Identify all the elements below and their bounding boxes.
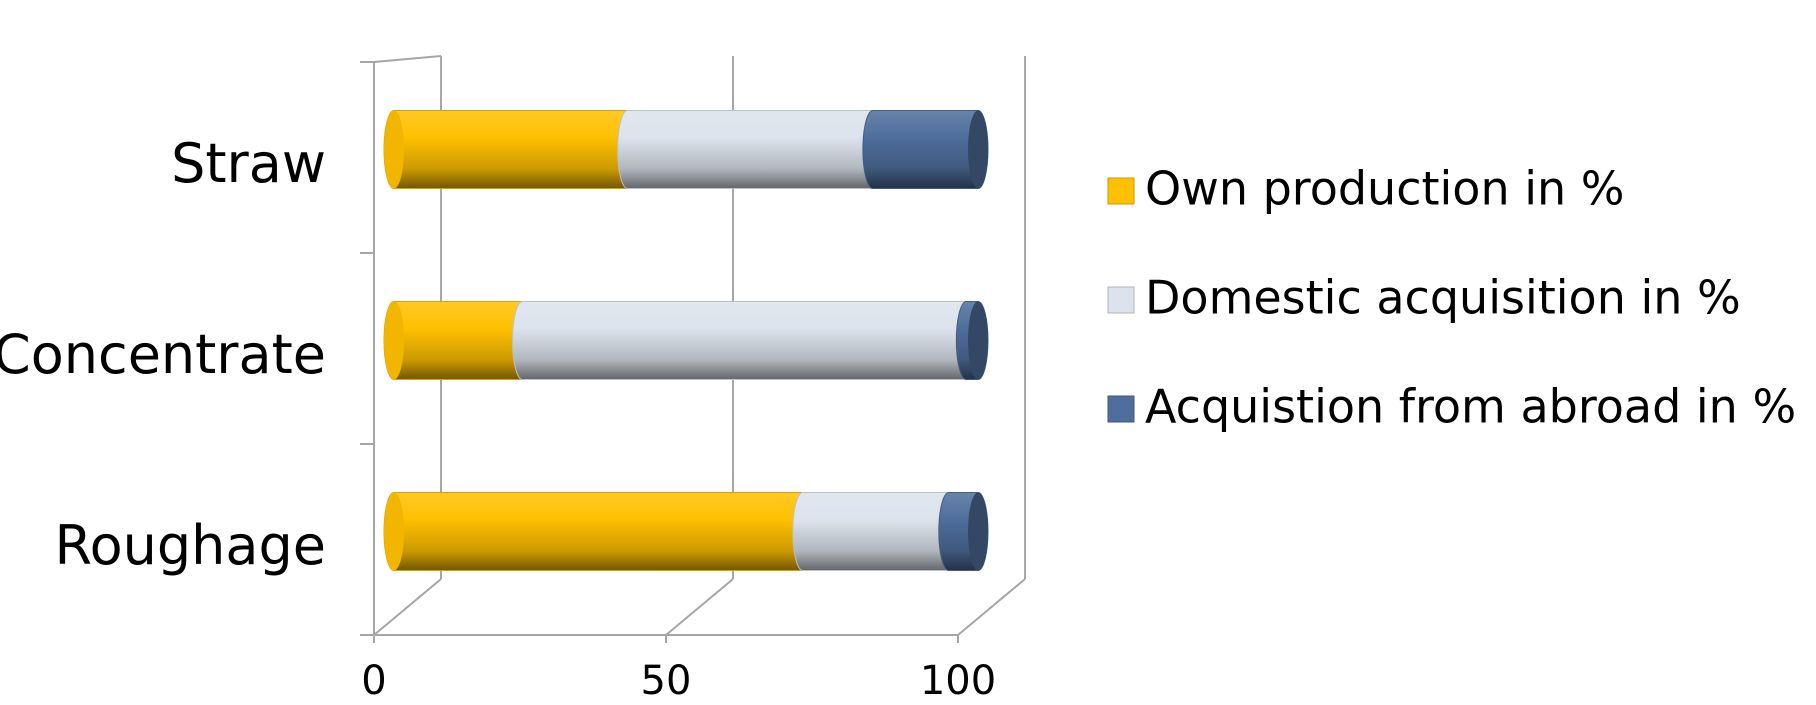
bar-row-concentrate (383, 301, 989, 380)
x-tick-label: 100 (920, 658, 996, 704)
legend-item-acquistion-from-abroad-in: Acquistion from abroad in % (1107, 380, 1796, 434)
legend-label: Acquistion from abroad in % (1145, 380, 1796, 434)
legend-label: Domestic acquisition in % (1145, 271, 1741, 325)
category-label-straw: Straw (171, 132, 326, 195)
bar-start-cap (384, 301, 404, 380)
chart-legend: Own production in % Domestic acquisition … (1107, 162, 1796, 434)
bar-start-cap (384, 110, 404, 189)
legend-swatch (1107, 395, 1135, 423)
bar-segment-own-production-in-straw (383, 110, 639, 189)
bar-segment-domestic-acquisition-in-straw (617, 110, 884, 189)
legend-label: Own production in % (1145, 162, 1625, 216)
x-tick-labels: 0 50 100 (361, 658, 996, 704)
x-tick-label: 0 (361, 658, 386, 704)
bar-row-straw (383, 110, 989, 189)
category-label-roughage: Roughage (55, 514, 326, 577)
bar-end-cap (968, 110, 988, 189)
bar-segment-domestic-acquisition-in-concentrate (511, 301, 977, 380)
category-label-concentrate: Concentrate (0, 323, 326, 386)
bar-row-roughage (383, 492, 989, 571)
bar-segment-domestic-acquisition-in-roughage (792, 492, 960, 571)
bar-start-cap (384, 492, 404, 571)
legend-swatch (1107, 286, 1135, 314)
bar-end-cap (968, 301, 988, 380)
legend-swatch (1107, 177, 1135, 205)
legend-item-domestic-acquisition-in: Domestic acquisition in % (1107, 271, 1741, 325)
bar-segment-own-production-in-roughage (383, 492, 814, 571)
bar-end-cap (968, 492, 988, 571)
legend-item-own-production-in: Own production in % (1107, 162, 1625, 216)
x-tick-label: 50 (641, 658, 692, 704)
bar-segment-own-production-in-concentrate (383, 301, 533, 380)
gridline (957, 56, 1026, 643)
chart-bars (383, 110, 989, 571)
category-labels: Straw Concentrate Roughage (0, 132, 326, 577)
